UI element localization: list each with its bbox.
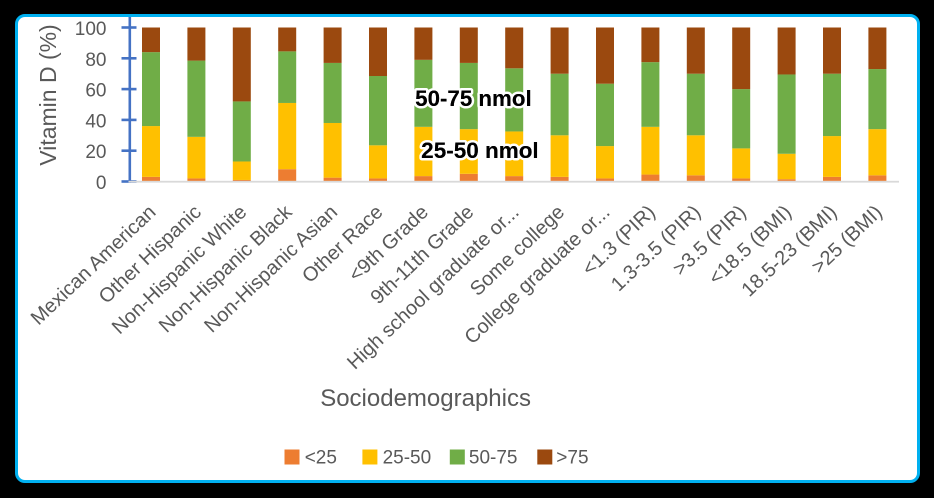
svg-text:50-75 nmol: 50-75 nmol	[415, 86, 532, 111]
svg-text:50-75 nmol: 50-75 nmol	[415, 86, 532, 111]
svg-text:100: 100	[75, 19, 107, 40]
svg-text:>75: >75	[556, 448, 588, 469]
svg-text:60: 60	[85, 81, 106, 102]
svg-text:40: 40	[85, 111, 106, 132]
svg-text:80: 80	[85, 50, 106, 71]
svg-text:50-75: 50-75	[469, 448, 518, 469]
svg-text:25-50 nmol: 25-50 nmol	[421, 138, 539, 163]
svg-text:25-50: 25-50	[383, 448, 432, 469]
svg-text:20: 20	[85, 142, 106, 163]
svg-text:25-50 nmol: 25-50 nmol	[421, 138, 539, 163]
svg-text:Sociodemographics: Sociodemographics	[320, 385, 531, 412]
svg-text:0: 0	[96, 173, 107, 194]
svg-text:Vitamin D (%): Vitamin D (%)	[35, 24, 61, 165]
svg-text:<25: <25	[305, 448, 337, 469]
